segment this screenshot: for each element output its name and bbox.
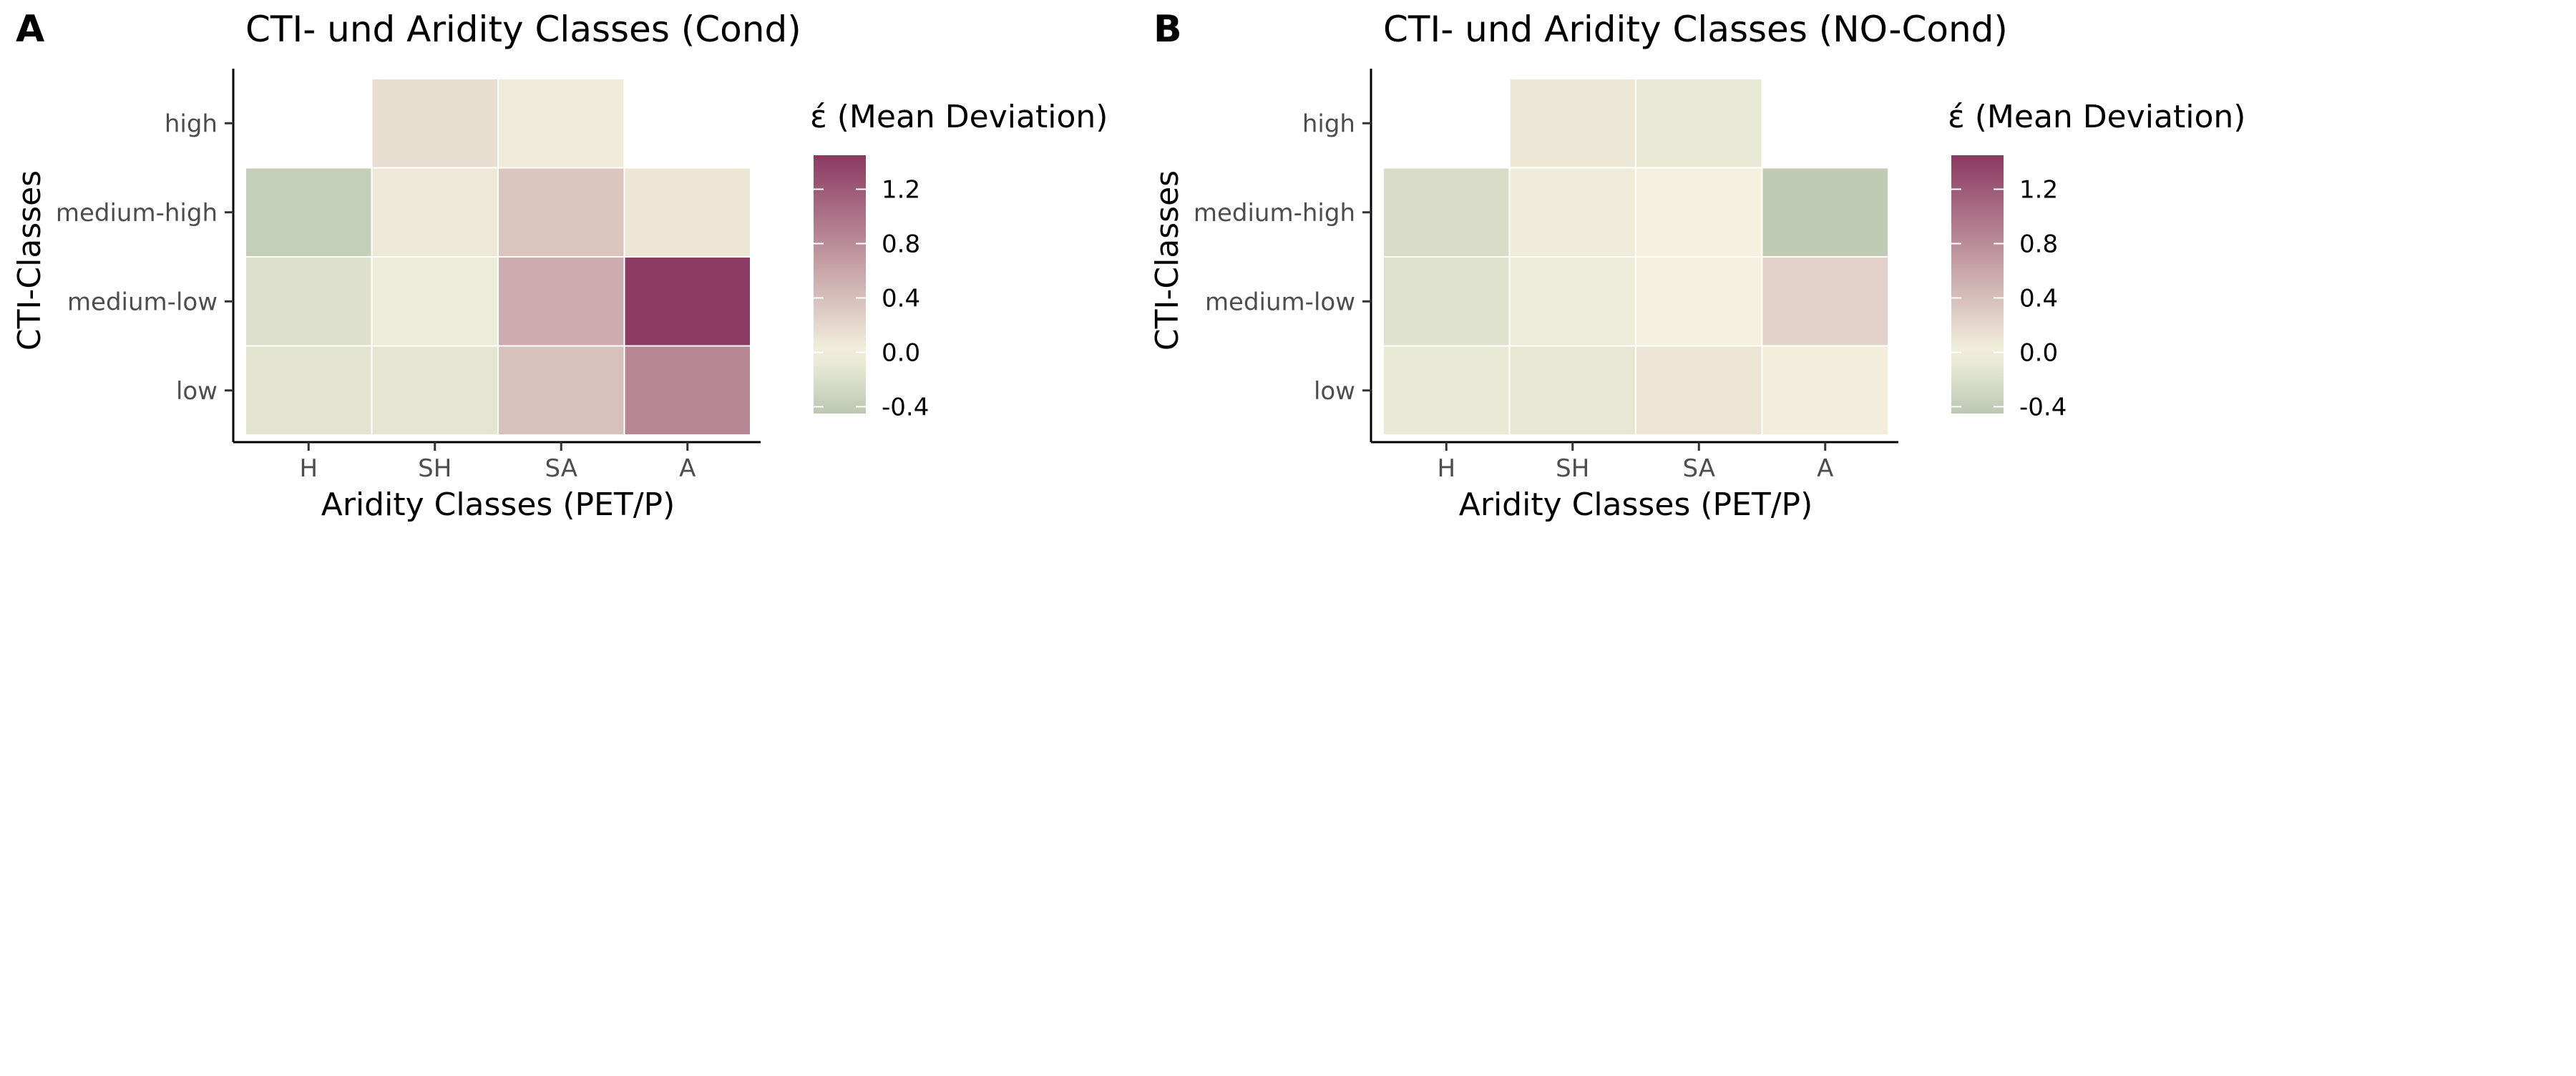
x-tick-label: SA	[1683, 454, 1715, 483]
legend-tick-label: 0.4	[882, 285, 920, 313]
heatmap-cell-high-SH	[1508, 78, 1636, 169]
heatmap-cell-low-SH	[371, 345, 499, 436]
legend-colorbar	[814, 155, 866, 414]
y-tick-label: medium-low	[67, 288, 218, 316]
legend-colorbar	[1951, 155, 2004, 414]
panel-tag: B	[1153, 8, 1182, 51]
x-tick-label: A	[1817, 454, 1833, 483]
heatmap-cell-medium-high-SA	[497, 167, 625, 258]
heatmap-cell-low-H	[1382, 345, 1511, 436]
x-axis-label: Aridity Classes (PET/P)	[321, 486, 675, 523]
x-tick-label: SA	[545, 454, 577, 483]
y-tick-label: low	[1314, 377, 1355, 406]
legend-tick-label: 0.0	[2019, 339, 2058, 368]
x-tick-label: H	[1437, 454, 1455, 483]
chart-title: CTI- und Aridity Classes (Cond)	[245, 9, 801, 50]
heatmap-cell-medium-low-SH	[371, 256, 499, 347]
legend-tick-label: 0.8	[882, 230, 920, 259]
heatmap-cell-low-SH	[1508, 345, 1636, 436]
legend-tick-label: 0.4	[2019, 285, 2058, 313]
heatmap-cell-low-SA	[1635, 345, 1763, 436]
x-tick-label: SH	[1556, 454, 1589, 483]
chart-title: CTI- und Aridity Classes (NO-Cond)	[1383, 9, 2008, 50]
heatmap-cell-high-SH	[371, 78, 499, 169]
heatmap-cell-medium-low-A	[623, 256, 751, 347]
legend-tick-label: 0.0	[882, 339, 920, 368]
heatmap-cell-medium-high-A	[623, 167, 751, 258]
heatmap-cell-low-H	[245, 345, 373, 436]
y-axis-label: CTI-Classes	[11, 170, 48, 351]
heatmap-cell-medium-high-SH	[1508, 167, 1636, 258]
heatmap-cell-medium-high-SA	[1635, 167, 1763, 258]
heatmap-cell-low-SA	[497, 345, 625, 436]
heatmap-cell-high-SA	[1635, 78, 1763, 169]
heatmap-cell-medium-low-SA	[497, 256, 625, 347]
heatmap-cell-medium-high-A	[1761, 167, 1889, 258]
heatmap-cell-medium-low-A	[1761, 256, 1889, 347]
heatmap-cell-medium-high-SH	[371, 167, 499, 258]
heatmap-cell-low-A	[623, 345, 751, 436]
legend-tick-label: 1.2	[882, 176, 920, 205]
y-tick-label: medium-high	[1194, 199, 1355, 228]
x-tick-label: A	[679, 454, 696, 483]
heatmap-cell-high-SA	[497, 78, 625, 169]
heatmap-cell-medium-high-H	[1382, 167, 1511, 258]
x-tick-label: SH	[418, 454, 452, 483]
x-axis-label: Aridity Classes (PET/P)	[1459, 486, 1813, 523]
legend-tick-label: 0.8	[2019, 230, 2058, 259]
panel-tag: A	[16, 8, 44, 51]
legend-title: έ (Mean Deviation)	[810, 99, 1108, 135]
panel-a: A CTI- und Aridity Classes (Cond) high medi…	[11, 8, 1108, 523]
y-axis-label: CTI-Classes	[1149, 170, 1186, 351]
legend-tick-label: -0.4	[2019, 393, 2067, 422]
legend-tick-label: 1.2	[2019, 176, 2058, 205]
heatmap-cell-medium-low-SH	[1508, 256, 1636, 347]
heatmap-cell-medium-low-H	[1382, 256, 1511, 347]
y-tick-label: high	[1302, 109, 1355, 138]
legend-tick-label: -0.4	[882, 393, 929, 422]
heatmap-cell-low-A	[1761, 345, 1889, 436]
heatmap-cell-medium-low-SA	[1635, 256, 1763, 347]
y-tick-label: low	[176, 377, 218, 406]
heatmap-cell-medium-low-H	[245, 256, 373, 347]
legend-title: έ (Mean Deviation)	[1948, 99, 2245, 135]
x-tick-label: H	[299, 454, 318, 483]
y-tick-label: medium-low	[1205, 288, 1355, 316]
y-tick-label: high	[165, 109, 218, 138]
panel-b: B CTI- und Aridity Classes (NO-Cond) high m…	[1149, 8, 2245, 523]
heatmap-cell-medium-high-H	[245, 167, 373, 258]
y-tick-label: medium-high	[56, 199, 218, 228]
